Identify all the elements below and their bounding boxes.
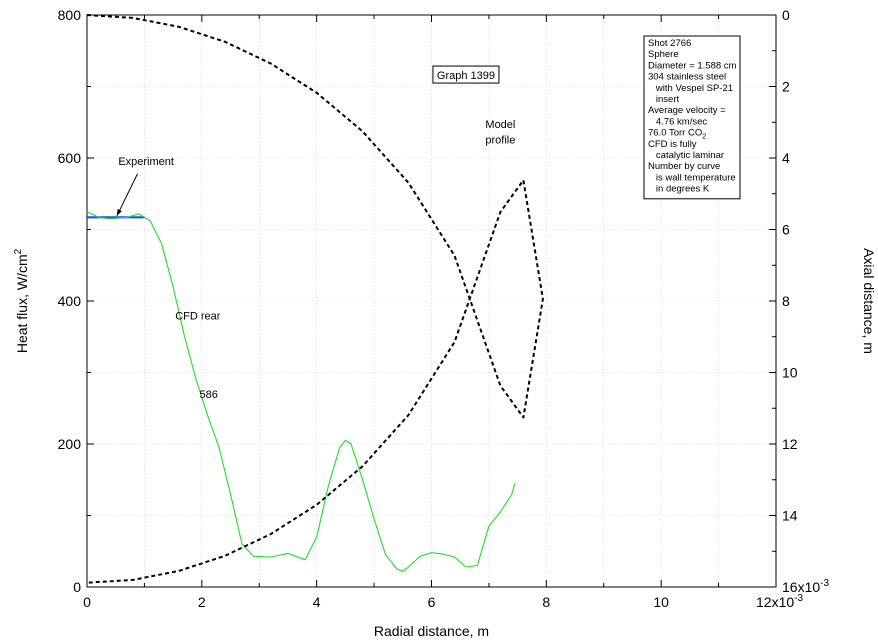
y2-multiplier-base: 16x10	[782, 579, 820, 595]
annotation-cfd-rear: CFD rear	[175, 311, 221, 323]
y2-axis-multiplier-label: 16x10-3	[782, 578, 829, 595]
y-tick-label: 600	[58, 150, 82, 166]
x-multiplier-exponent: -3	[794, 593, 803, 604]
graph-label: Graph 1399	[432, 65, 500, 84]
info-box-line: insert	[648, 94, 680, 105]
info-box-subscript: 2	[702, 134, 706, 141]
info-box-line: with Vespel SP-21	[648, 83, 733, 94]
y-axis-title: Heat flux, W/cm2	[13, 248, 30, 353]
grid	[87, 15, 776, 587]
info-box-line: catalytic laminar	[648, 150, 724, 161]
x-tick-label: 10	[653, 594, 669, 610]
y2-axis-title: Axial distance, m	[861, 248, 877, 354]
x-tick-label: 6	[428, 594, 436, 610]
series-layer	[86, 14, 544, 584]
x-tick-label: 4	[313, 594, 321, 610]
info-box-line: is wall temperature	[648, 172, 736, 183]
x-multiplier-base: 12x10	[756, 594, 794, 610]
annotation-experiment: Experiment	[118, 156, 174, 168]
y2-tick-label: 2	[782, 79, 790, 95]
info-box-line: Sphere	[648, 49, 679, 60]
x-axis-title: Radial distance, m	[374, 623, 489, 639]
info-box-line: 304 stainless steel	[648, 72, 726, 83]
y2-tick-label: 14	[782, 508, 798, 524]
x-axis-multiplier-label: 12x10-3	[756, 593, 803, 610]
ticks	[87, 15, 776, 587]
info-box-line: in degrees K	[648, 184, 710, 195]
y2-multiplier-exponent: -3	[820, 578, 829, 589]
y-tick-label: 200	[58, 436, 82, 452]
y-axis-title-text: Heat flux, W/cm	[14, 254, 30, 353]
y-tick-label: 0	[73, 579, 81, 595]
info-box-line: Shot 2766	[648, 38, 691, 49]
y2-tick-label: 0	[782, 7, 790, 23]
info-box-line: 76.0 Torr CO2	[648, 128, 706, 141]
info-box-line: Number by curve	[648, 161, 720, 172]
annotation-586: 586	[200, 389, 218, 401]
graph-label-text: Graph 1399	[437, 70, 495, 82]
experiment-arrow-shaft	[116, 173, 138, 217]
experiment-arrow-head	[116, 208, 122, 216]
x-tick-label: 2	[198, 594, 206, 610]
series-cfd-rear-line	[86, 211, 516, 572]
tick-labels: 0 2 4 6 8 10 0 200 400 600 800 0 2 4 6 8 10 12 14	[58, 7, 798, 610]
series-model-profile-line	[86, 14, 544, 584]
x-tick-label: 0	[83, 594, 91, 610]
info-box-frame	[643, 35, 741, 200]
info-box-line: CFD is fully	[648, 139, 697, 150]
info-box-line: Average velocity =	[648, 105, 726, 116]
y2-tick-label: 8	[782, 293, 790, 309]
graph-label-box	[432, 65, 500, 84]
y2-tick-label: 6	[782, 222, 790, 238]
y2-tick-label: 12	[782, 436, 798, 452]
y2-tick-label: 4	[782, 150, 790, 166]
x-tick-label: 8	[542, 594, 550, 610]
info-box-line: Diameter = 1.588 cm	[648, 60, 737, 71]
annotation-model: Model	[485, 119, 515, 131]
annotation-profile: profile	[485, 135, 515, 147]
y-tick-label: 800	[58, 7, 82, 23]
y-tick-label: 400	[58, 293, 82, 309]
annotations: Experiment Model profile CFD rear 586	[116, 119, 515, 401]
info-box-line: 4.76 km/sec	[648, 116, 707, 127]
y-axis-title-superscript: 2	[13, 248, 24, 254]
y2-tick-label: 10	[782, 365, 798, 381]
